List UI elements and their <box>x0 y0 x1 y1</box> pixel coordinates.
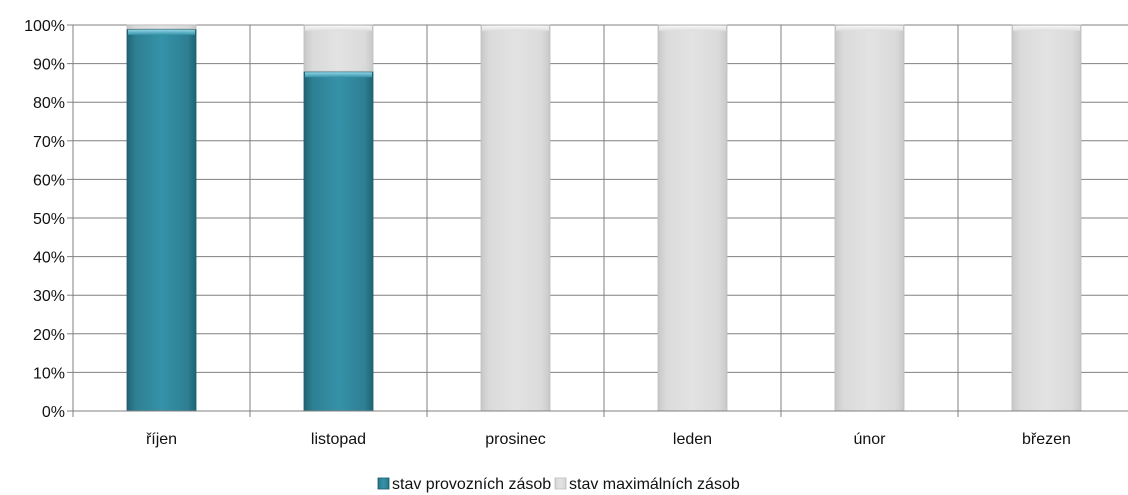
legend-label: stav provozních zásob <box>392 476 551 493</box>
bar-bevel-top <box>305 72 372 78</box>
bar-maximalni-0 <box>126 24 197 30</box>
y-tick-label: 60% <box>33 172 65 189</box>
y-tick-labels: 0% 10% 20% 30% 40% 50% 60% 70% 80% 90% 100% <box>24 18 65 421</box>
bar-maximalni-1 <box>303 24 374 72</box>
bar-maximalni-4 <box>834 24 905 412</box>
y-tick-label: 70% <box>33 134 65 151</box>
bars <box>126 24 1082 412</box>
legend-label: stav maximálních zásob <box>569 476 740 493</box>
y-tick-label: 20% <box>33 327 65 344</box>
x-tick-label: listopad <box>311 431 366 448</box>
legend: stav provozních zásob stav maximálních zá… <box>377 476 740 493</box>
legend-swatch <box>377 477 390 490</box>
x-tick-label: říjen <box>146 431 177 448</box>
x-tick-label: březen <box>1022 431 1071 448</box>
y-tick-label: 0% <box>42 404 65 421</box>
x-tick-label: leden <box>673 431 712 448</box>
y-tick-label: 80% <box>33 95 65 112</box>
y-tick-label: 100% <box>24 18 65 35</box>
bar-provozni-0 <box>126 28 197 412</box>
y-tick-label: 50% <box>33 211 65 228</box>
x-tick-labels: říjen listopad prosinec leden únor březen <box>146 431 1071 448</box>
bar-maximalni-3 <box>657 24 728 412</box>
y-tick-label: 30% <box>33 288 65 305</box>
bar-bevel-top <box>305 26 372 31</box>
bar-bevel-top <box>836 26 903 31</box>
y-tick-label: 90% <box>33 57 65 74</box>
bar-bevel-top <box>482 26 549 31</box>
x-tick-label: únor <box>853 431 886 448</box>
x-tick-label: prosinec <box>485 431 545 448</box>
legend-swatch <box>554 477 567 490</box>
bar-maximalni-5 <box>1011 24 1082 412</box>
bar-bevel-top <box>659 26 726 31</box>
bar-maximalni-2 <box>480 24 551 412</box>
y-tick-label: 10% <box>33 365 65 382</box>
axes <box>67 24 1128 417</box>
bar-bevel-top <box>1013 26 1080 31</box>
bar-bevel-top <box>128 29 195 35</box>
y-tick-label: 40% <box>33 250 65 267</box>
gridlines <box>73 24 1128 411</box>
bar-provozni-1 <box>303 70 374 412</box>
